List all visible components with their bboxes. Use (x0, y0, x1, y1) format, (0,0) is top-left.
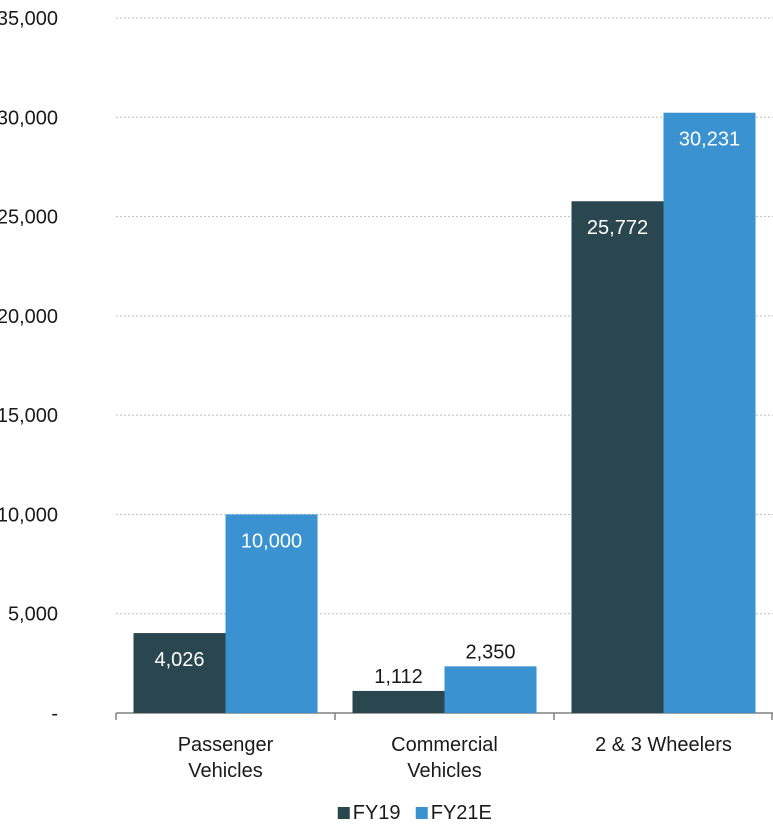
bar-fy19 (352, 690, 445, 713)
data-label: 2,350 (465, 641, 515, 663)
legend-swatch (415, 807, 428, 819)
data-label: 30,231 (679, 129, 740, 151)
bar-fy19 (133, 633, 226, 713)
legend-swatch (337, 807, 350, 819)
data-label: 10,000 (241, 530, 302, 552)
legend-label: FY21E (431, 802, 492, 824)
bar-fy19 (571, 201, 664, 714)
y-tick-label: 25,000 (0, 207, 58, 229)
x-tick-label: Vehicles (407, 760, 482, 782)
y-tick-label: 30,000 (0, 107, 58, 129)
bar-fy21e (663, 112, 756, 713)
x-tick-label: Commercial (391, 734, 498, 756)
legend-label: FY19 (353, 802, 401, 824)
bar-fy21e (444, 666, 537, 713)
bar-fy21e (225, 514, 318, 713)
y-tick-label: 35,000 (0, 8, 58, 30)
data-label: 1,112 (374, 666, 423, 688)
data-label: 4,026 (154, 649, 204, 671)
y-tick-label: - (51, 703, 58, 725)
x-tick-label: 2 & 3 Wheelers (595, 734, 732, 756)
x-tick-label: Vehicles (188, 760, 263, 782)
data-label: 25,772 (587, 217, 648, 239)
y-tick-label: 5,000 (8, 604, 58, 626)
y-tick-label: 10,000 (0, 504, 58, 526)
y-tick-label: 20,000 (0, 306, 58, 328)
y-tick-label: 15,000 (0, 405, 58, 427)
x-tick-label: Passenger (178, 734, 274, 756)
